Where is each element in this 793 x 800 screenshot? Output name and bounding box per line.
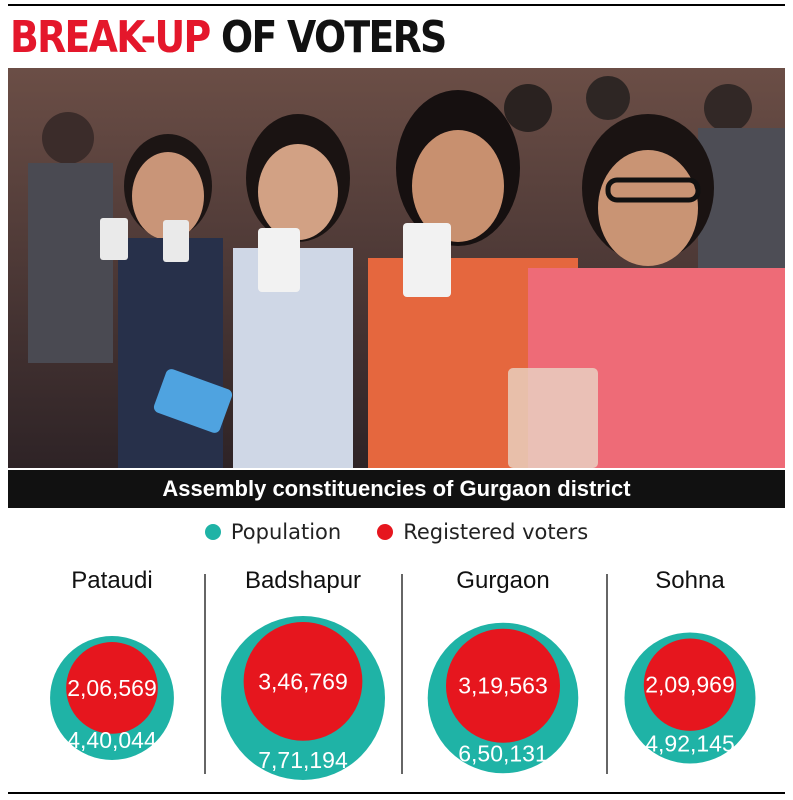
chart-subtitle: Assembly constituencies of Gurgaon distr… (8, 470, 785, 508)
page-title: BREAK-UP OF VOTERS (10, 10, 447, 66)
population-value: 4,92,145 (645, 731, 735, 757)
registered-voters-value: 2,09,969 (645, 672, 735, 698)
bottom-rule (8, 792, 785, 794)
legend-label-population: Population (230, 520, 342, 544)
legend-item-registered: Registered voters (377, 520, 588, 544)
population-value: 7,71,194 (258, 747, 348, 773)
photo-illustration (8, 68, 785, 468)
bubble-chart: Pataudi 2,06,569 4,40,044 Badshapur 3,46,769… (50, 567, 756, 780)
legend-dot-population (204, 524, 221, 540)
category-label: Sohna (655, 567, 725, 594)
category-label: Badshapur (245, 567, 361, 594)
registered-voters-value: 3,46,769 (258, 668, 348, 694)
legend-label-registered: Registered voters (403, 520, 589, 544)
registered-voters-bubble (445, 628, 561, 743)
population-value: 4,40,044 (67, 727, 157, 753)
title-main: OF VOTERS (209, 12, 447, 63)
registered-voters-bubble (66, 642, 158, 734)
legend-dot-registered (377, 524, 394, 540)
photo-voters-holding-cards (8, 68, 785, 468)
legend: Population Registered voters (0, 516, 793, 548)
registered-voters-bubble (643, 638, 737, 731)
category-label: Pataudi (71, 567, 152, 594)
registered-voters-bubble (243, 622, 363, 741)
top-rule (8, 4, 785, 6)
registered-voters-value: 3,19,563 (458, 673, 548, 699)
legend-item-population: Population (204, 520, 342, 544)
population-value: 6,50,131 (458, 740, 548, 766)
registered-voters-value: 2,06,569 (67, 675, 157, 701)
title-accent: BREAK-UP (10, 12, 211, 63)
category-label: Gurgaon (456, 567, 549, 594)
